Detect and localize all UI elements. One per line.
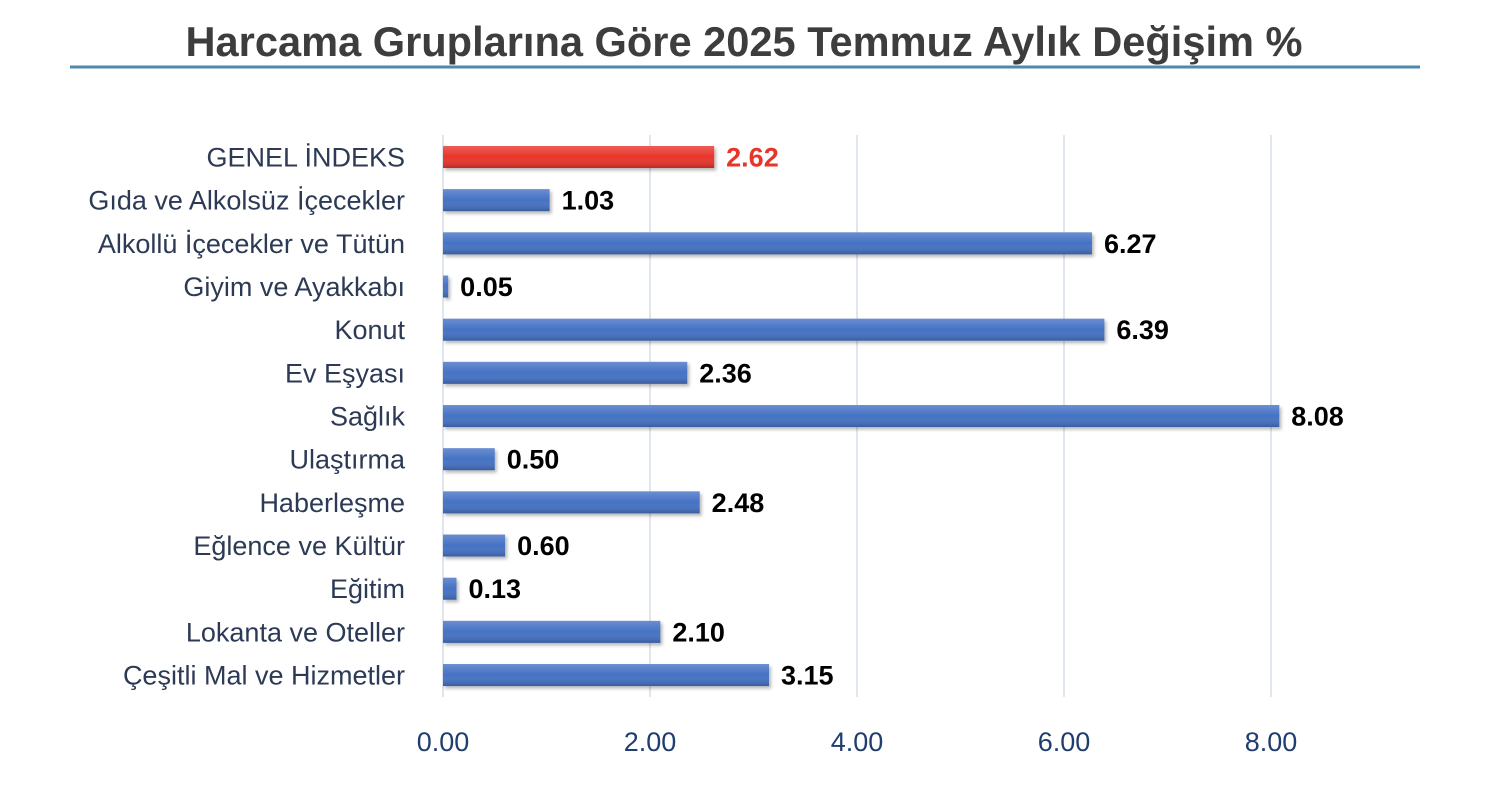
value-label: 6.27 [1104, 229, 1157, 259]
x-tick-label: 0.00 [417, 727, 470, 757]
bar-shading [443, 361, 688, 384]
value-label: 0.60 [517, 531, 570, 561]
value-label: 2.36 [699, 358, 752, 388]
category-label: Eğitim [330, 574, 405, 604]
bar-shading [443, 448, 495, 471]
category-label: Ulaştırma [289, 445, 405, 475]
category-label: GENEL İNDEKS [206, 142, 405, 173]
category-label: Gıda ve Alkolsüz İçecekler [88, 185, 405, 216]
category-label: Sağlık [330, 402, 406, 432]
x-tick-label: 8.00 [1245, 727, 1298, 757]
category-label: Eğlence ve Kültür [193, 531, 405, 561]
bar-shading [443, 577, 457, 600]
bar-shading [443, 620, 661, 643]
bar-shading [443, 189, 550, 212]
x-tick-label: 6.00 [1038, 727, 1091, 757]
bar-shading [443, 405, 1280, 428]
chart-title: Harcama Gruplarına Göre 2025 Temmuz Aylı… [186, 18, 1303, 65]
value-label: 6.39 [1116, 315, 1169, 345]
value-label: 2.48 [712, 488, 765, 518]
bar-shading [443, 275, 449, 298]
x-tick-label: 2.00 [624, 727, 677, 757]
x-tick-label: 4.00 [831, 727, 884, 757]
value-label: 8.08 [1291, 402, 1344, 432]
value-label: 3.15 [781, 661, 834, 691]
value-label: 0.13 [468, 574, 521, 604]
value-label: 0.05 [460, 272, 513, 302]
plot-area: GENEL İNDEKS 2.62 Gıda ve Alkolsüz İçecekl… [88, 142, 1343, 691]
bar-shading [443, 232, 1092, 255]
category-label: Çeşitli Mal ve Hizmetler [123, 661, 405, 691]
bar-shading [443, 146, 715, 168]
category-label: Haberleşme [259, 488, 405, 518]
bar-shading [443, 318, 1105, 341]
category-label: Alkollü İçecekler ve Tütün [98, 228, 405, 259]
value-label: 0.50 [507, 445, 560, 475]
bar-shading [443, 664, 770, 687]
category-label: Konut [334, 315, 405, 345]
value-label: 2.10 [672, 617, 725, 647]
value-label: 1.03 [562, 186, 615, 216]
category-label: Ev Eşyası [285, 358, 405, 388]
value-label: 2.62 [726, 143, 779, 173]
bar-shading [443, 491, 700, 514]
category-label: Giyim ve Ayakkabı [183, 272, 405, 302]
bar-shading [443, 534, 506, 557]
category-label: Lokanta ve Oteller [186, 617, 405, 647]
